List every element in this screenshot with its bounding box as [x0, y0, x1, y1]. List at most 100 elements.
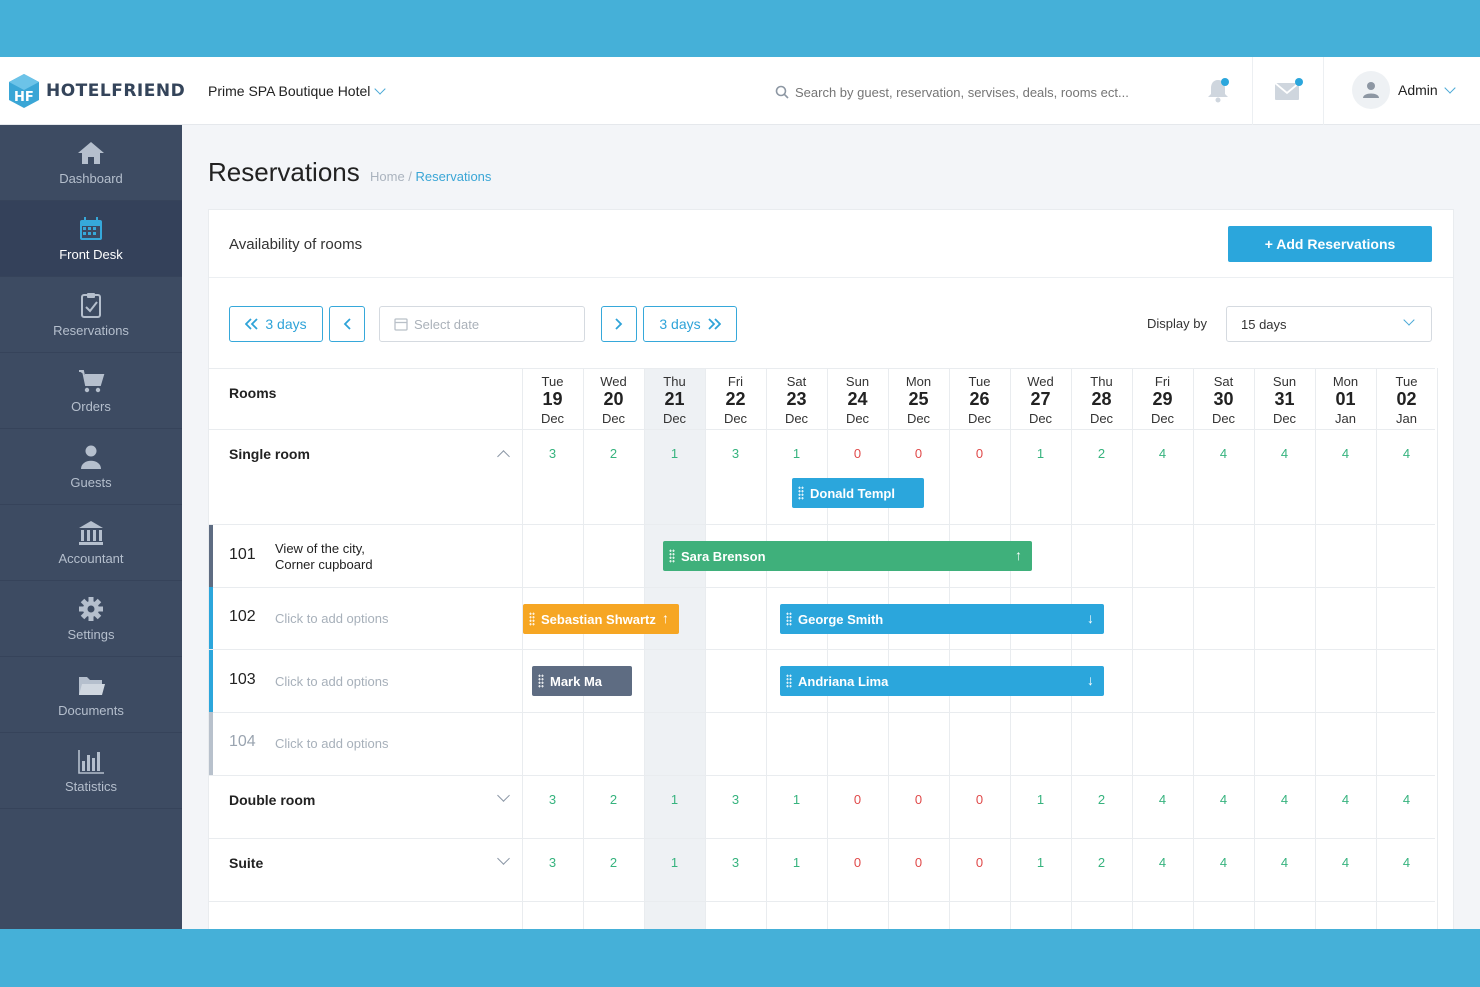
- availability-count[interactable]: 0: [914, 855, 923, 870]
- availability-count[interactable]: 0: [975, 446, 984, 461]
- day-month: Dec: [845, 411, 870, 426]
- room-description-line: Corner cupboard: [275, 557, 373, 572]
- reservation-bar[interactable]: Sara Brenson ↑: [663, 541, 1032, 571]
- availability-count[interactable]: 4: [1158, 792, 1167, 807]
- availability-count[interactable]: 4: [1158, 855, 1167, 870]
- chevron-down-icon[interactable]: [497, 852, 510, 865]
- availability-count[interactable]: 4: [1341, 792, 1350, 807]
- next-day-button[interactable]: [601, 306, 637, 342]
- availability-count[interactable]: 2: [1097, 855, 1106, 870]
- search-input[interactable]: [795, 84, 1165, 100]
- availability-count[interactable]: 2: [609, 792, 618, 807]
- chevron-up-icon[interactable]: [497, 450, 510, 463]
- brand-name: HOTELFRIEND: [46, 81, 186, 101]
- availability-count[interactable]: 4: [1219, 446, 1228, 461]
- availability-count[interactable]: 0: [853, 855, 862, 870]
- availability-count[interactable]: 2: [1097, 792, 1106, 807]
- availability-count[interactable]: 4: [1158, 446, 1167, 461]
- availability-count[interactable]: 0: [853, 446, 862, 461]
- logo[interactable]: HF HOTELFRIEND: [8, 73, 185, 109]
- availability-count[interactable]: 4: [1280, 792, 1289, 807]
- availability-count[interactable]: 2: [609, 446, 618, 461]
- next-3-days-button[interactable]: 3 days: [643, 306, 737, 342]
- reservation-bar[interactable]: Mark Ma: [532, 666, 632, 696]
- availability-count[interactable]: 4: [1402, 792, 1411, 807]
- add-options-link[interactable]: Click to add options: [275, 674, 389, 689]
- reservation-bar[interactable]: Sebastian Shwartz ↑: [523, 604, 679, 634]
- availability-count[interactable]: 4: [1341, 855, 1350, 870]
- drag-handle-icon[interactable]: [538, 674, 544, 688]
- availability-count[interactable]: 1: [792, 446, 801, 461]
- reservation-bar[interactable]: George Smith ↓: [780, 604, 1104, 634]
- sidebar-item-dashboard[interactable]: Dashboard: [0, 125, 182, 201]
- drag-handle-icon[interactable]: [529, 612, 535, 626]
- availability-count[interactable]: 0: [853, 792, 862, 807]
- user-menu[interactable]: Admin: [1352, 71, 1456, 109]
- availability-count[interactable]: 3: [731, 446, 740, 461]
- availability-count[interactable]: 4: [1341, 446, 1350, 461]
- avatar: [1352, 71, 1390, 109]
- availability-count[interactable]: 1: [670, 792, 679, 807]
- sidebar-item-reservations[interactable]: Reservations: [0, 277, 182, 353]
- availability-count[interactable]: 4: [1280, 446, 1289, 461]
- drag-handle-icon[interactable]: [669, 549, 675, 563]
- reservation-bar[interactable]: Andriana Lima ↓: [780, 666, 1104, 696]
- sidebar-item-orders[interactable]: Orders: [0, 353, 182, 429]
- room-row[interactable]: 103 Click to add options: [209, 650, 1435, 713]
- availability-count[interactable]: 3: [548, 792, 557, 807]
- availability-count[interactable]: 1: [792, 855, 801, 870]
- availability-count[interactable]: 2: [1097, 446, 1106, 461]
- sidebar-item-settings[interactable]: Settings: [0, 581, 182, 657]
- drag-handle-icon[interactable]: [786, 674, 792, 688]
- availability-count[interactable]: 1: [1036, 792, 1045, 807]
- calendar-icon: [80, 217, 102, 240]
- prev-3-days-button[interactable]: 3 days: [229, 306, 323, 342]
- availability-count[interactable]: 1: [1036, 446, 1045, 461]
- room-row[interactable]: 101 View of the city, Corner cupboard: [209, 525, 1435, 588]
- availability-count[interactable]: 0: [914, 792, 923, 807]
- availability-count[interactable]: 1: [792, 792, 801, 807]
- sidebar-item-accountant[interactable]: Accountant: [0, 505, 182, 581]
- display-by-select[interactable]: 15 days: [1226, 306, 1432, 342]
- availability-count[interactable]: 4: [1219, 855, 1228, 870]
- day-date: 26: [969, 389, 990, 409]
- availability-count[interactable]: 3: [548, 855, 557, 870]
- availability-count[interactable]: 2: [609, 855, 618, 870]
- chevron-down-icon[interactable]: [497, 789, 510, 802]
- availability-count[interactable]: 3: [548, 446, 557, 461]
- availability-count[interactable]: 4: [1402, 855, 1411, 870]
- availability-count[interactable]: 0: [975, 792, 984, 807]
- drag-handle-icon[interactable]: [786, 612, 792, 626]
- date-picker[interactable]: Select date: [379, 306, 585, 342]
- drag-handle-icon[interactable]: [798, 486, 804, 500]
- sidebar-item-statistics[interactable]: Statistics: [0, 733, 182, 809]
- availability-count[interactable]: 1: [1036, 855, 1045, 870]
- availability-count[interactable]: 4: [1280, 855, 1289, 870]
- availability-count[interactable]: 0: [975, 855, 984, 870]
- next-3-days-label: 3 days: [659, 316, 701, 332]
- breadcrumb-home[interactable]: Home: [370, 169, 405, 184]
- add-options-link[interactable]: Click to add options: [275, 736, 389, 751]
- sidebar-item-guests[interactable]: Guests: [0, 429, 182, 505]
- page-title: Reservations: [208, 157, 360, 187]
- grid-column-divider: [1071, 368, 1072, 929]
- availability-count[interactable]: 3: [731, 855, 740, 870]
- prev-day-button[interactable]: [329, 306, 365, 342]
- room-row[interactable]: 104 Click to add options: [209, 712, 1435, 776]
- bell-icon[interactable]: [1203, 75, 1233, 105]
- availability-count[interactable]: 0: [914, 446, 923, 461]
- reservation-bar[interactable]: Donald Templ: [792, 478, 924, 508]
- availability-count[interactable]: 4: [1219, 792, 1228, 807]
- room-row[interactable]: 102 Click to add options: [209, 587, 1435, 650]
- mail-icon[interactable]: [1273, 75, 1303, 105]
- hotel-selector[interactable]: Prime SPA Boutique Hotel: [208, 83, 387, 99]
- availability-count[interactable]: 4: [1402, 446, 1411, 461]
- availability-count[interactable]: 3: [731, 792, 740, 807]
- availability-count[interactable]: 1: [670, 446, 679, 461]
- day-header: Tue 19 Dec: [522, 369, 583, 426]
- sidebar-item-documents[interactable]: Documents: [0, 657, 182, 733]
- add-options-link[interactable]: Click to add options: [275, 611, 389, 626]
- add-reservation-button[interactable]: + Add Reservations: [1228, 226, 1432, 262]
- sidebar-item-front-desk[interactable]: Front Desk: [0, 201, 182, 277]
- availability-count[interactable]: 1: [670, 855, 679, 870]
